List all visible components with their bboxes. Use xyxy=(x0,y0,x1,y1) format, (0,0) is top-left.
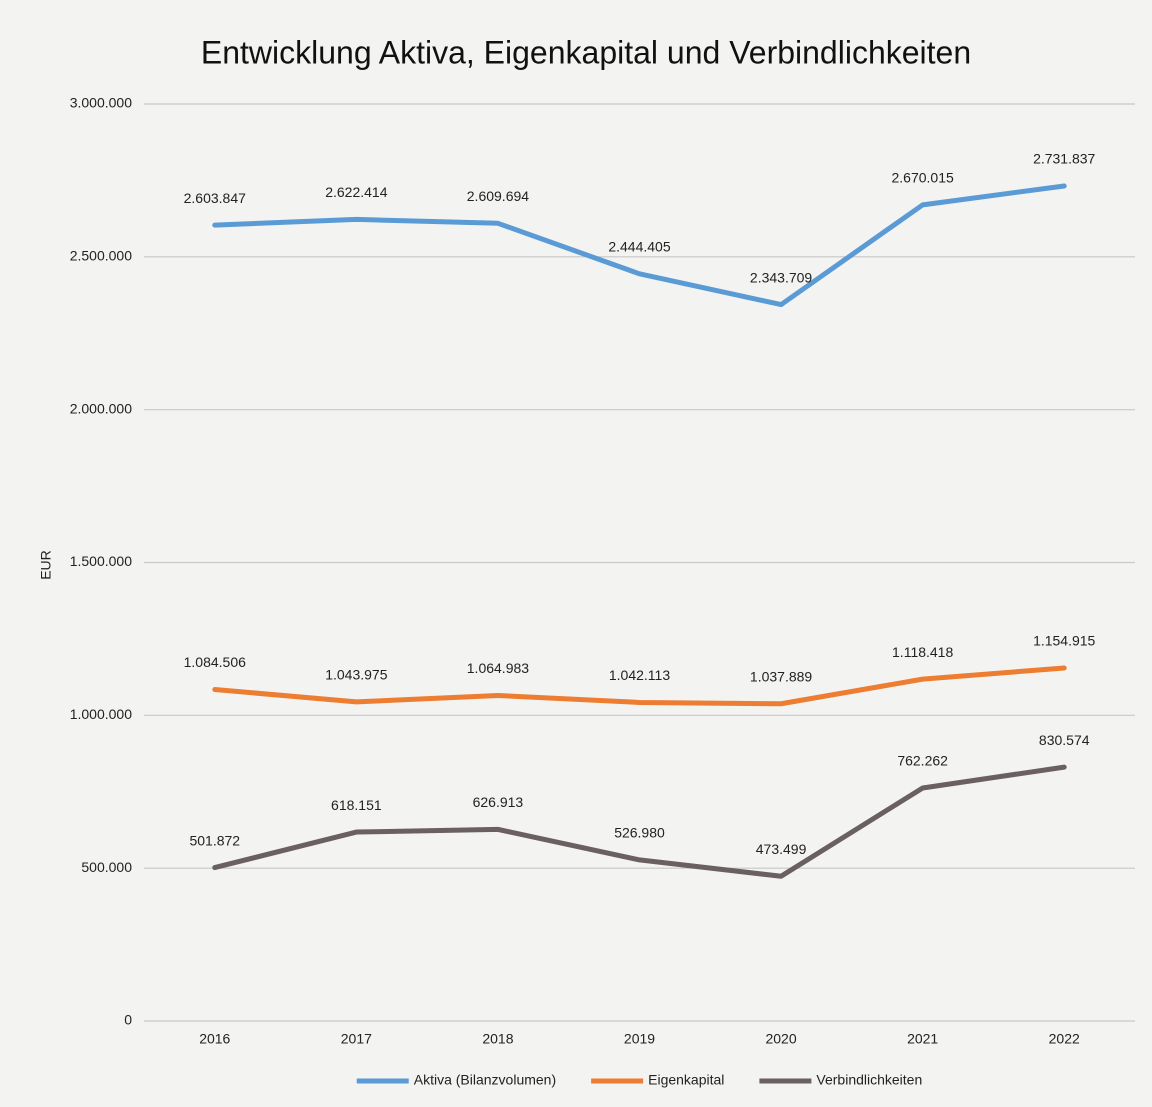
y-tick-label: 2.500.000 xyxy=(70,248,132,264)
x-tick-label: 2019 xyxy=(624,1031,655,1047)
data-label: 1.043.975 xyxy=(325,667,387,683)
data-label: 473.499 xyxy=(756,841,807,857)
y-tick-label: 3.000.000 xyxy=(70,95,132,111)
series-line xyxy=(212,665,1067,707)
data-label: 618.151 xyxy=(331,797,382,813)
legend-label: Verbindlichkeiten xyxy=(816,1072,922,1088)
x-tick-label: 2018 xyxy=(482,1031,513,1047)
data-label: 626.913 xyxy=(473,794,524,810)
x-tick-label: 2017 xyxy=(341,1031,372,1047)
x-tick-label: 2022 xyxy=(1049,1031,1080,1047)
data-label: 2.444.405 xyxy=(608,239,670,255)
data-label: 2.622.414 xyxy=(325,184,387,200)
y-tick-label: 0 xyxy=(124,1012,132,1028)
x-tick-label: 2021 xyxy=(907,1031,938,1047)
data-label: 1.037.889 xyxy=(750,668,812,684)
y-tick-label: 1.500.000 xyxy=(70,553,132,569)
legend-label: Aktiva (Bilanzvolumen) xyxy=(414,1072,556,1088)
data-label: 2.731.837 xyxy=(1033,151,1095,167)
y-tick-label: 2.000.000 xyxy=(70,400,132,416)
data-label: 830.574 xyxy=(1039,732,1090,748)
data-label: 1.084.506 xyxy=(184,654,246,670)
x-tick-label: 2016 xyxy=(199,1031,230,1047)
data-label: 762.262 xyxy=(897,753,948,769)
data-label: 526.980 xyxy=(614,825,665,841)
data-label: 1.118.418 xyxy=(892,644,953,660)
y-tick-label: 500.000 xyxy=(81,859,132,875)
y-axis-label: EUR xyxy=(38,550,54,580)
data-label: 501.872 xyxy=(189,832,240,848)
data-label: 1.064.983 xyxy=(467,660,529,676)
data-label: 2.609.694 xyxy=(467,188,529,204)
chart-title: Entwicklung Aktiva, Eigenkapital und Ver… xyxy=(201,34,971,70)
series-line xyxy=(212,183,1067,308)
x-tick-label: 2020 xyxy=(765,1031,796,1047)
data-label: 2.603.847 xyxy=(184,190,246,206)
legend-label: Eigenkapital xyxy=(648,1072,724,1088)
y-tick-label: 1.000.000 xyxy=(70,706,132,722)
data-label: 2.670.015 xyxy=(891,170,953,186)
data-label: 1.154.915 xyxy=(1033,633,1095,649)
data-label: 2.343.709 xyxy=(750,269,812,285)
series-line xyxy=(212,764,1067,879)
data-label: 1.042.113 xyxy=(609,667,670,683)
